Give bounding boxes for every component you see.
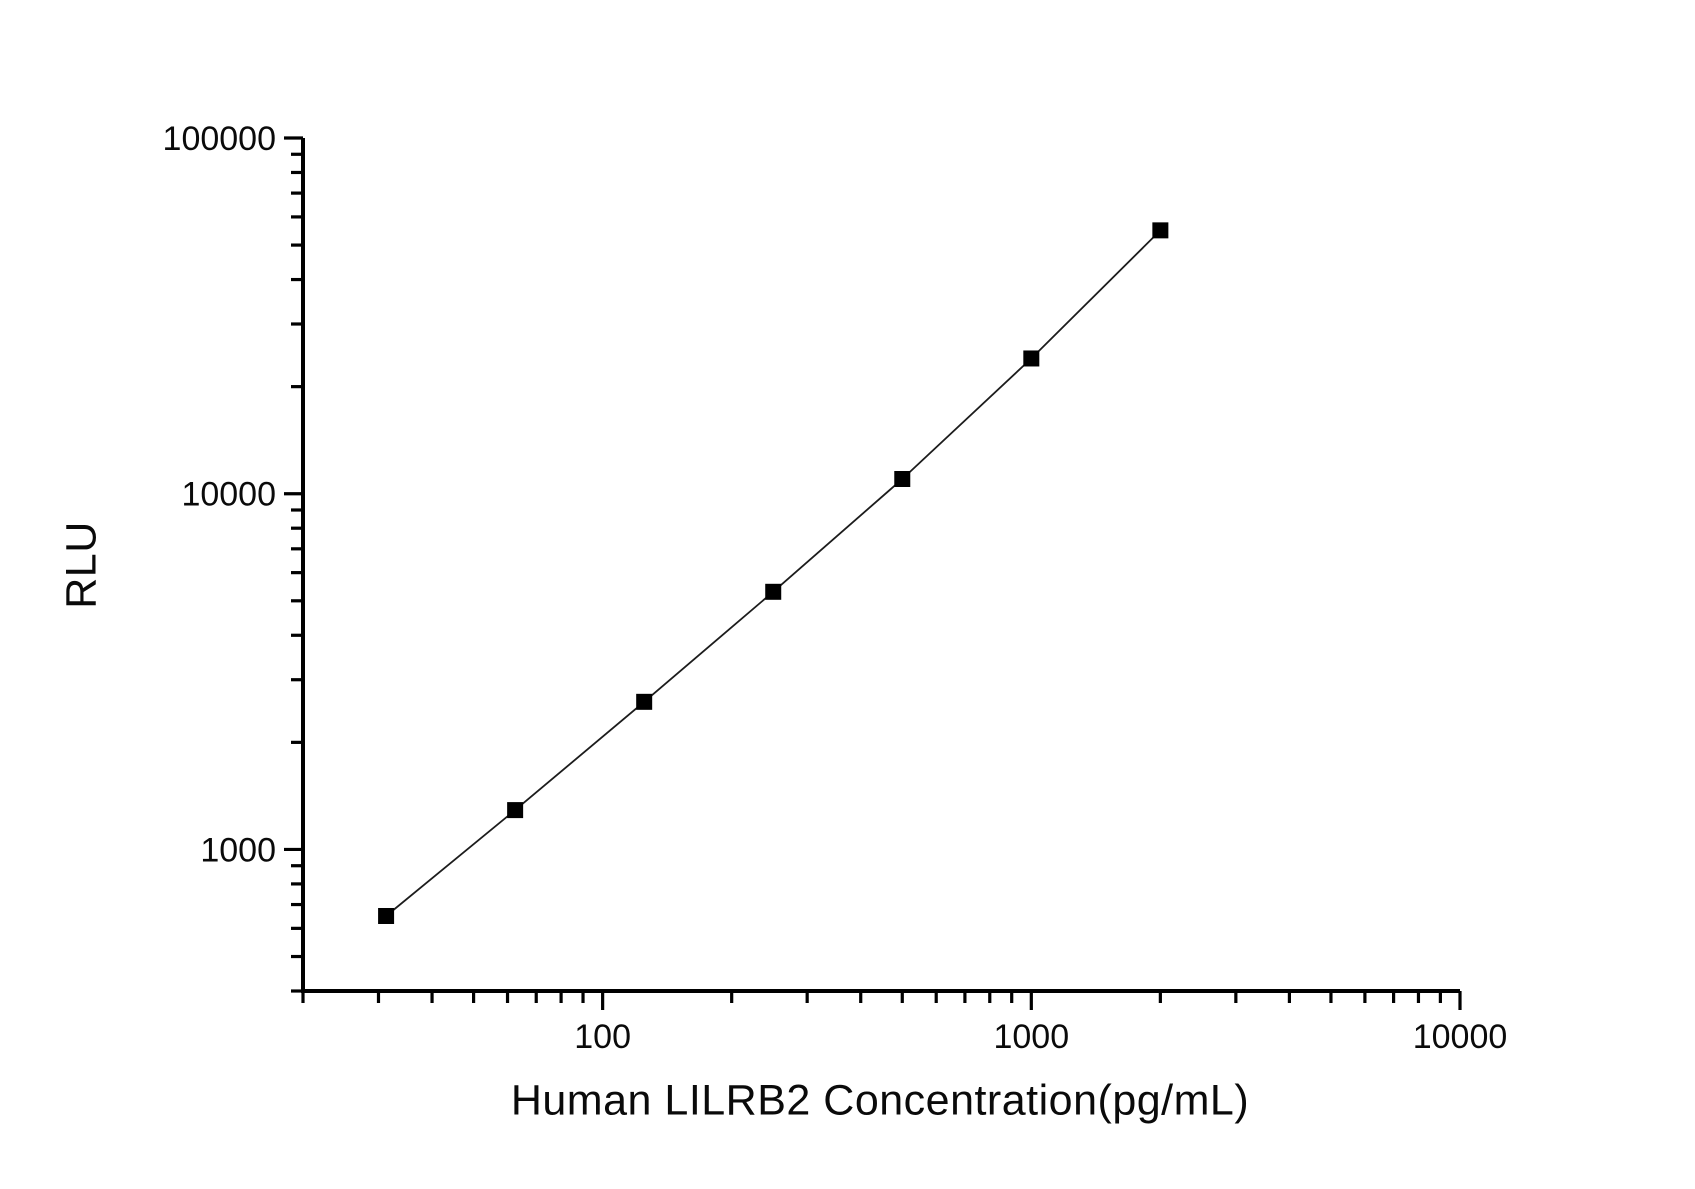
axes-lines	[301, 138, 1460, 993]
x-tick-label: 10000	[1413, 1018, 1508, 1056]
data-point-marker	[1152, 222, 1169, 239]
x-tick-label: 100	[574, 1018, 631, 1056]
x-axis-title: Human LILRB2 Concentration(pg/mL)	[510, 1076, 1250, 1125]
data-point-marker	[894, 470, 911, 487]
data-point-marker	[636, 693, 653, 710]
y-axis-title: RLU	[57, 521, 106, 609]
data-point-marker	[1023, 350, 1040, 367]
x-tick-label: 1000	[993, 1018, 1069, 1056]
y-tick-label: 100000	[163, 120, 276, 158]
curve-line	[385, 229, 1162, 917]
y-tick-label: 10000	[181, 476, 276, 514]
data-point-marker	[765, 583, 782, 600]
data-point-marker	[507, 802, 524, 819]
y-tick-label: 1000	[200, 831, 276, 869]
data-point-marker	[378, 907, 395, 924]
